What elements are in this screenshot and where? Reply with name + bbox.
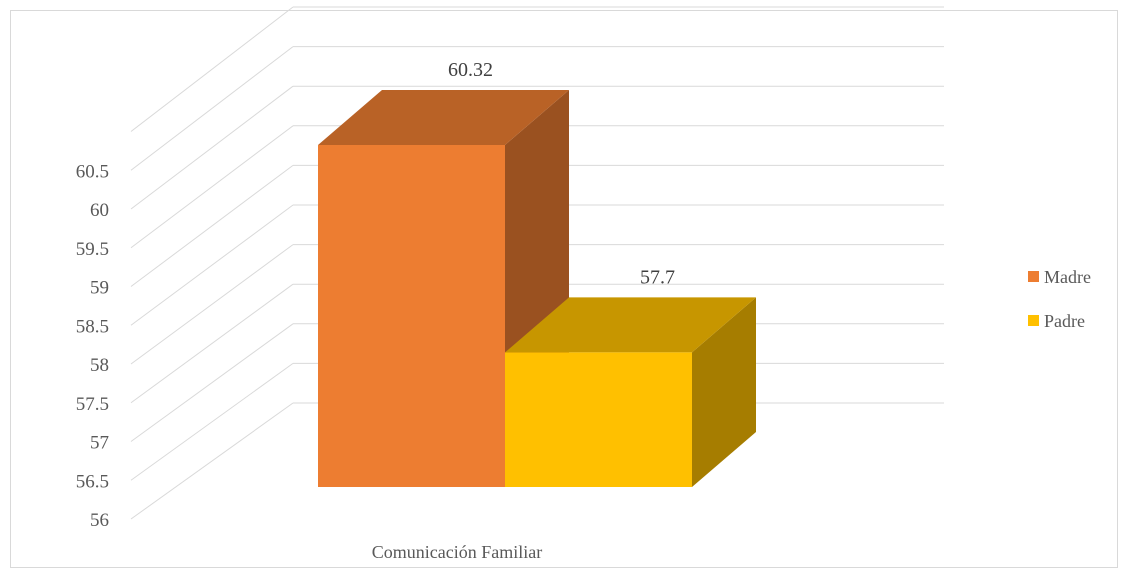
y-axis: 56 56.5 57 57.5 58 58.5 59 59.5 60 60.5 [76, 161, 109, 531]
bar-front-face [318, 145, 505, 487]
legend-label-padre: Padre [1044, 311, 1085, 331]
y-tick-label: 57 [90, 433, 109, 454]
bar-padre [505, 297, 756, 487]
legend: Madre Padre [1028, 267, 1091, 331]
data-label-madre: 60.32 [448, 59, 493, 81]
y-tick-label: 59.5 [76, 239, 109, 260]
category-label: Comunicación Familiar [372, 542, 542, 562]
bar-side-face [692, 297, 756, 487]
gridline-side [130, 323, 294, 442]
y-tick-label: 58.5 [76, 316, 109, 337]
y-tick-label: 58 [90, 355, 109, 376]
y-tick-label: 60 [90, 200, 109, 221]
y-tick-label: 59 [90, 278, 109, 299]
gridline-side [130, 85, 294, 210]
legend-swatch-madre [1028, 271, 1039, 282]
y-tick-label: 56.5 [76, 471, 109, 492]
gridline-side [130, 283, 294, 404]
y-tick-label: 56 [90, 510, 109, 531]
gridline-side [130, 402, 294, 520]
bar-madre [318, 90, 569, 487]
gridline-side [130, 46, 294, 171]
y-tick-label: 57.5 [76, 394, 109, 415]
gridline-side [130, 164, 294, 287]
bar-top-face [318, 90, 569, 145]
data-label-padre: 57.7 [640, 266, 675, 288]
gridline-side [130, 362, 294, 481]
gridline-side [130, 125, 294, 249]
legend-swatch-padre [1028, 315, 1039, 326]
gridline-side [130, 204, 294, 326]
bar-front-face [505, 352, 692, 487]
bars [318, 90, 756, 487]
gridline-side [130, 6, 294, 132]
y-tick-label: 60.5 [76, 161, 109, 182]
gridline-side [130, 244, 294, 365]
data-labels: 60.32 57.7 [448, 59, 675, 288]
legend-label-madre: Madre [1044, 267, 1091, 287]
bar-top-face [505, 297, 756, 353]
